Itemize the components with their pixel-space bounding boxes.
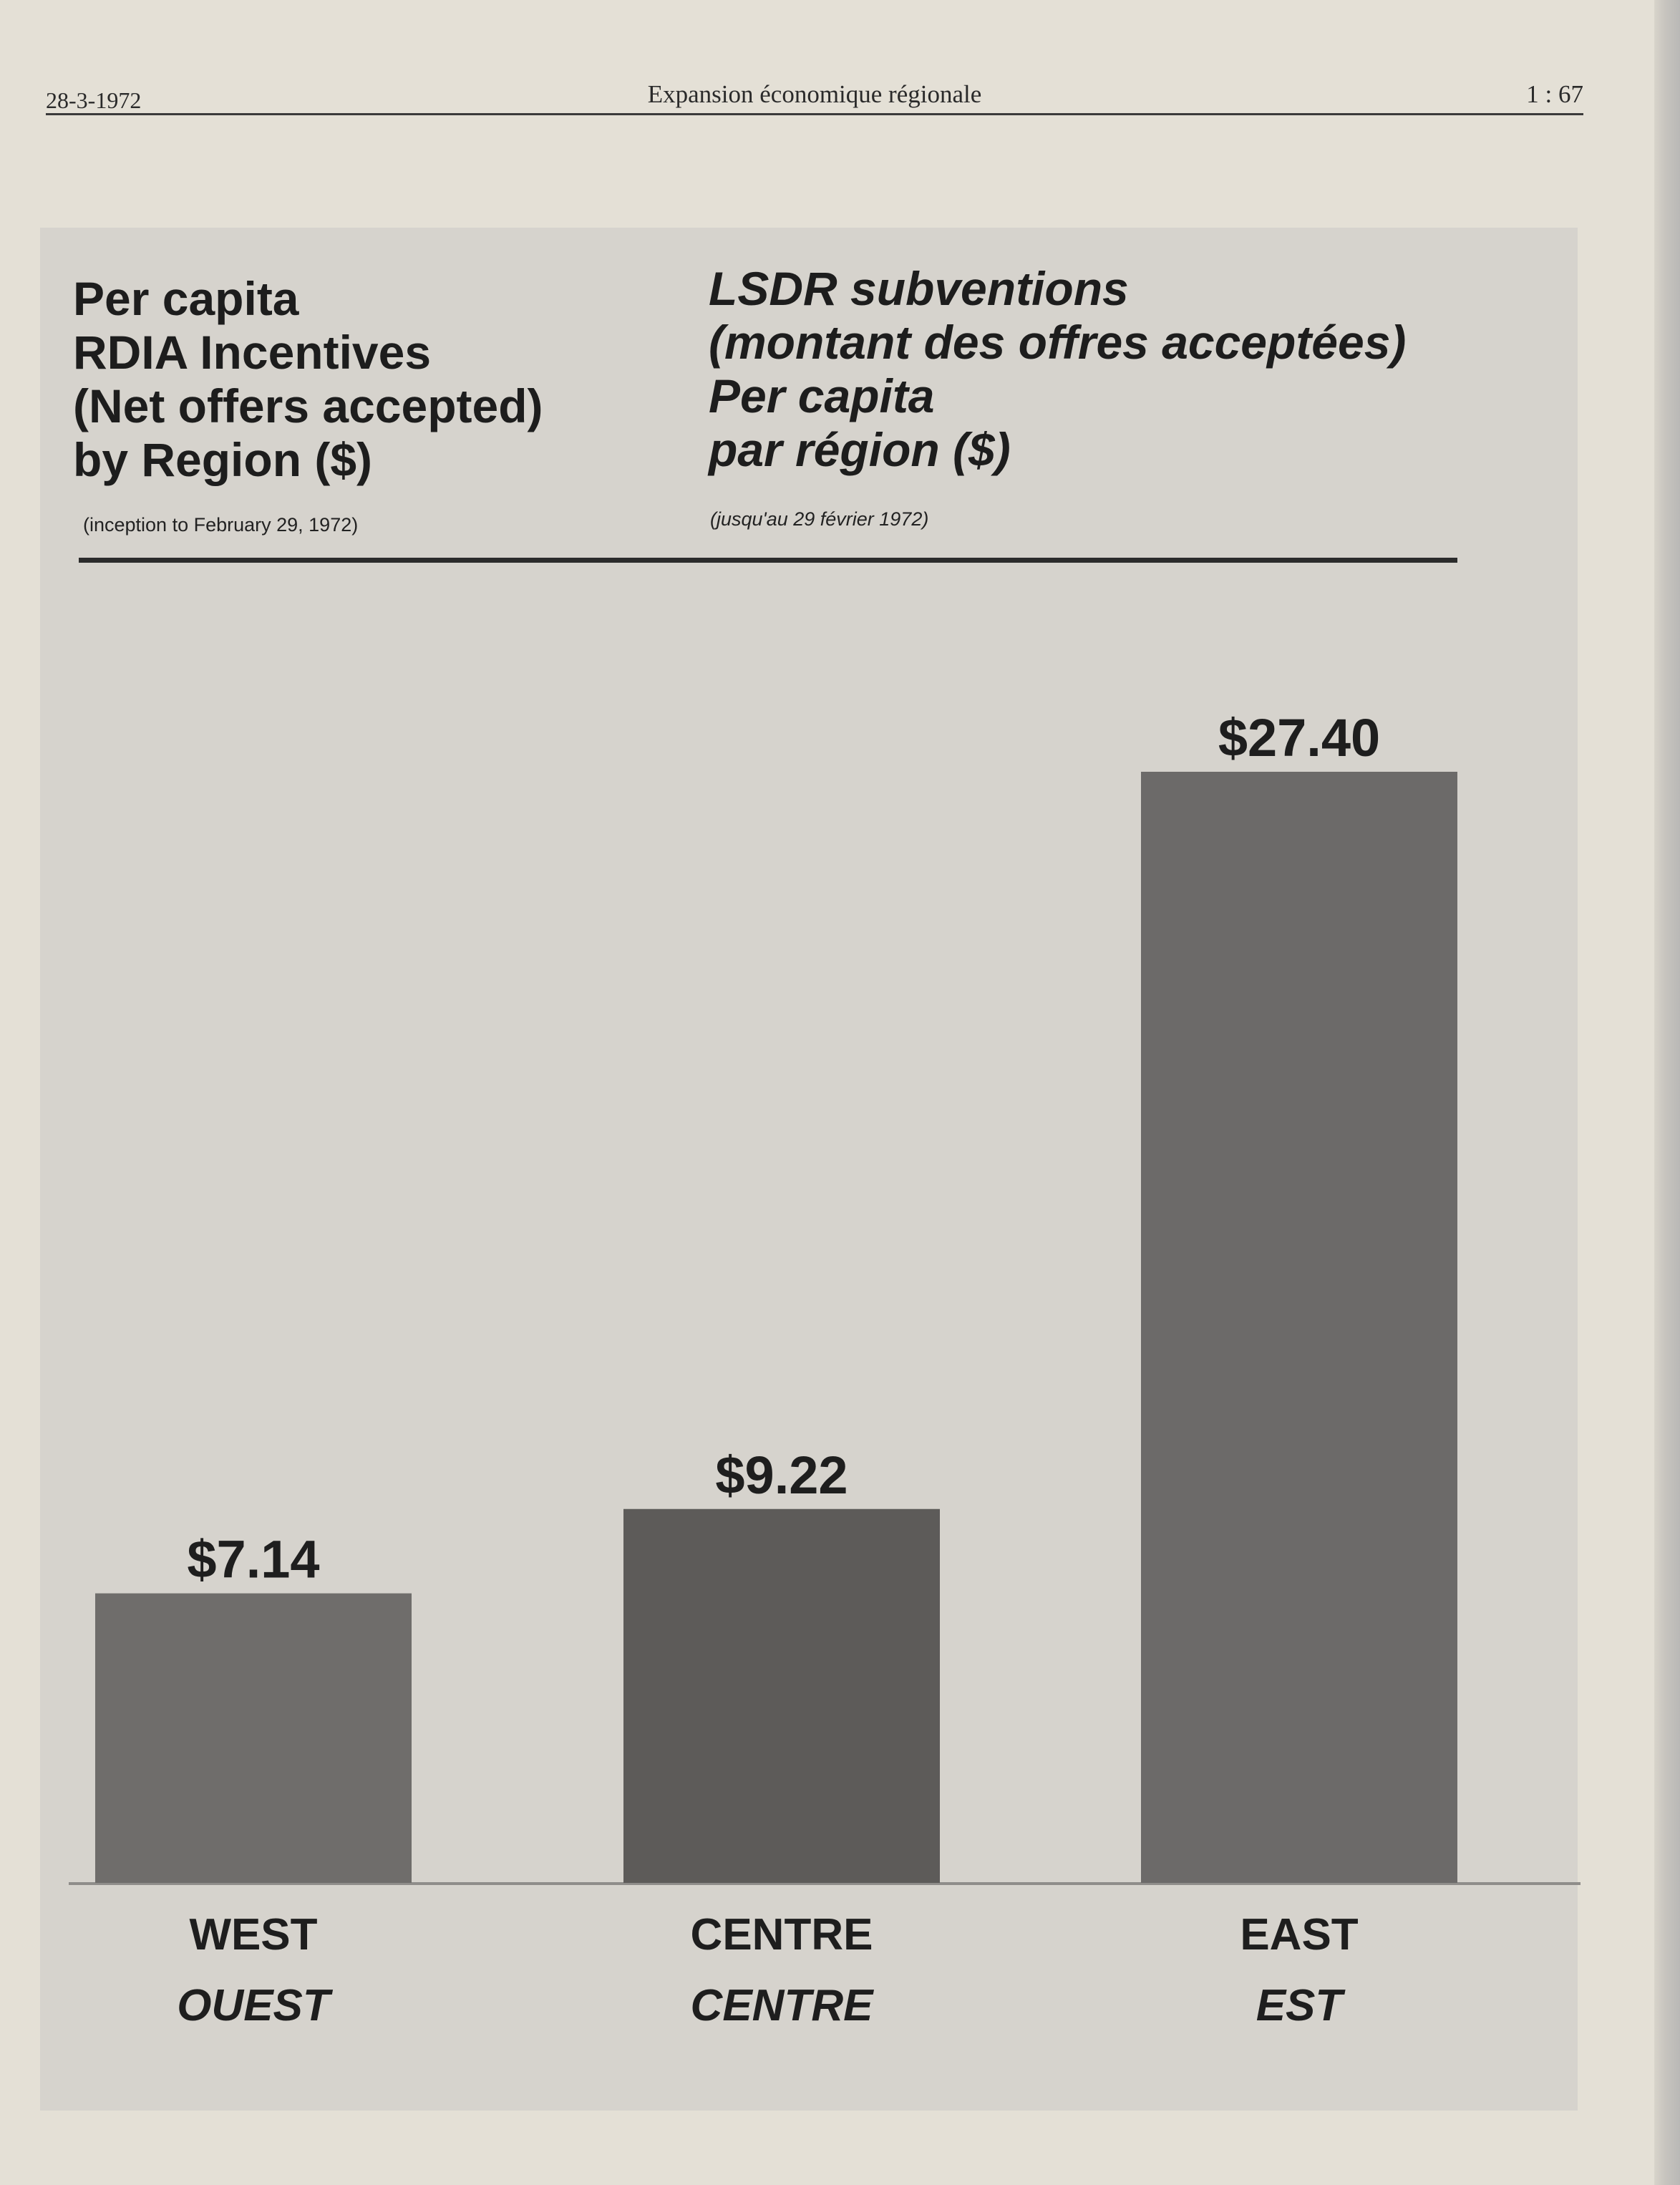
chart-title-en: Per capita RDIA Incentives (Net offers a… bbox=[73, 272, 646, 487]
chart-subtitle-en: (inception to February 29, 1972) bbox=[83, 514, 359, 536]
chart-title-en-line: by Region ($) bbox=[73, 433, 373, 486]
running-head-page: 1 : 67 bbox=[1526, 80, 1583, 108]
running-head-rule bbox=[46, 113, 1583, 115]
running-head: 28-3-1972 Expansion économique régionale… bbox=[46, 80, 1583, 123]
running-head-title: Expansion économique régionale bbox=[647, 80, 982, 108]
chart-title-fr-line: LSDR subventions bbox=[709, 262, 1129, 315]
chart-title-fr: LSDR subventions (montant des offres acc… bbox=[709, 262, 1532, 477]
chart-title-en-line: (Net offers accepted) bbox=[73, 379, 543, 432]
chart-title-fr-line: (montant des offres acceptées) bbox=[709, 316, 1407, 369]
header-rule bbox=[79, 558, 1457, 563]
x-tick-label-fr: OUEST bbox=[177, 1981, 334, 2030]
bar bbox=[623, 1508, 940, 1883]
data-label: $27.40 bbox=[1218, 708, 1380, 767]
x-tick-label: CENTRE bbox=[691, 1910, 873, 1959]
running-head-date: 28-3-1972 bbox=[46, 87, 142, 113]
x-tick-label: EAST bbox=[1240, 1910, 1358, 1959]
page-edge bbox=[1654, 0, 1680, 2185]
chart-subtitle-fr: (jusqu'au 29 février 1972) bbox=[710, 508, 929, 530]
chart-title-fr-line: Per capita bbox=[709, 369, 935, 422]
chart-title-en-line: RDIA Incentives bbox=[73, 326, 432, 379]
data-label: $7.14 bbox=[187, 1530, 319, 1589]
chart-title-en-line: Per capita bbox=[73, 272, 299, 325]
x-tick-label: WEST bbox=[189, 1910, 317, 1959]
data-label: $9.22 bbox=[715, 1445, 848, 1505]
bar bbox=[1141, 772, 1457, 1883]
x-tick-label-fr: CENTRE bbox=[691, 1981, 875, 2030]
bar bbox=[95, 1593, 412, 1883]
chart-title-fr-line: par région ($) bbox=[709, 423, 1011, 476]
x-tick-label-fr: EST bbox=[1256, 1981, 1346, 2030]
